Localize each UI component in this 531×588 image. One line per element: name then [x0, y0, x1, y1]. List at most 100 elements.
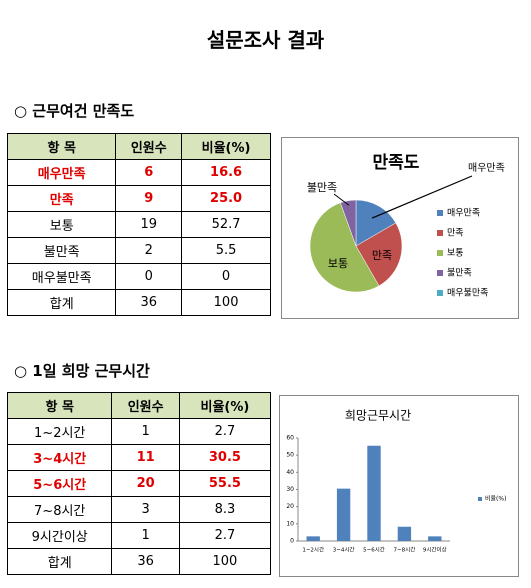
- row: 7~8시간 3 8.3: [6, 496, 272, 523]
- pie-slice: [355, 222, 403, 287]
- x-tick-label: 1~2시간: [302, 546, 324, 554]
- cell: 8.3: [178, 496, 272, 523]
- row: 보통 19 52.7: [6, 211, 271, 238]
- section-heading: ○ 근무여건 만족도: [14, 102, 135, 120]
- cell: 55.5: [178, 470, 272, 497]
- cell: 합계: [6, 289, 117, 316]
- cell: 3: [111, 496, 180, 523]
- table: 항 목 인원수 비율(%) 1~2시간 1 2.7 3~4시간 11 30.5 5~6시간 20 55…: [6, 392, 272, 575]
- x-tick-label: 7~8시간: [394, 546, 416, 554]
- section-heading: ○ 1일 희망 근무시간: [14, 362, 150, 380]
- doc-title: 설문조사 결과: [206, 28, 325, 52]
- pie-slice: [355, 199, 397, 247]
- cell: 30.5: [178, 444, 272, 471]
- cell: 매우불만족: [6, 263, 117, 290]
- header-row: 항 목 인원수 비율(%): [6, 133, 271, 160]
- y-tick-label: 40: [286, 469, 294, 476]
- y-tick-label: 20: [286, 503, 294, 510]
- cell: 2.7: [178, 418, 272, 445]
- cell: 1~2시간: [6, 418, 113, 445]
- cell: 6: [115, 159, 183, 186]
- legend-label: 매우만족: [447, 208, 480, 219]
- pie-slice: [340, 199, 357, 247]
- cell: 36: [115, 289, 183, 316]
- cell: 19: [115, 211, 183, 238]
- bar-chart: 희망근무시간 0 10 20 30 40 50 60 1~2시간 3~4시간 5~6시간 7~8시간 9…: [279, 395, 519, 577]
- cell: 만족: [6, 185, 117, 212]
- leader-line: [333, 193, 350, 206]
- slice-label: 보통: [328, 257, 348, 270]
- bar: [428, 536, 442, 541]
- bar: [397, 526, 412, 541]
- legend-swatch: [437, 270, 443, 276]
- x-tick-label: 3~4시간: [333, 546, 355, 554]
- legend-swatch: [437, 250, 443, 256]
- cell: 0: [181, 263, 271, 290]
- y-tick-label: 0: [290, 538, 294, 545]
- cell: 100: [181, 289, 271, 316]
- cell: 52.7: [181, 211, 271, 238]
- cell: 25.0: [181, 185, 271, 212]
- bar: [336, 488, 351, 541]
- cell: 100: [178, 548, 272, 575]
- row: 불만족 2 5.5: [6, 237, 271, 264]
- header-cell: 항 목: [6, 392, 113, 419]
- legend-swatch: [437, 230, 443, 236]
- legend-label: 매우불만족: [447, 288, 488, 299]
- x-tick-label: 5~6시간: [363, 546, 385, 554]
- header-cell: 인원수: [115, 133, 183, 160]
- legend-label: 보통: [447, 248, 464, 259]
- cell: 보통: [6, 211, 117, 238]
- cell: 7~8시간: [6, 496, 113, 523]
- y-tick-label: 60: [286, 435, 294, 442]
- cell: 1: [111, 522, 180, 549]
- cell: 36: [111, 548, 180, 575]
- header-cell: 인원수: [111, 392, 180, 419]
- row: 3~4시간 11 30.5: [6, 444, 272, 471]
- slice-label: 매우만족: [468, 162, 505, 174]
- cell: 2.7: [178, 522, 272, 549]
- slice-label: 불만족: [307, 181, 337, 194]
- cell: 9시간이상: [6, 522, 113, 549]
- legend-label: 비율(%): [485, 495, 506, 503]
- x-tick-label: 9시간이상: [423, 546, 447, 554]
- row: 1~2시간 1 2.7: [6, 418, 272, 445]
- slice-label: 만족: [372, 249, 392, 262]
- legend-swatch: [478, 497, 482, 501]
- legend-label: 불만족: [447, 268, 472, 279]
- chart-title: 만족도: [373, 153, 420, 173]
- row: 합계 36 100: [6, 548, 272, 575]
- pie-slice: [309, 202, 380, 293]
- legend-label: 만족: [447, 228, 464, 239]
- header-cell: 비율(%): [181, 133, 271, 160]
- header-cell: 항 목: [6, 133, 117, 160]
- legend-swatch: [437, 210, 443, 216]
- row: 매우만족 6 16.6: [6, 159, 271, 186]
- y-tick-label: 30: [286, 486, 294, 493]
- cell: 5~6시간: [6, 470, 113, 497]
- row: 만족 9 25.0: [6, 185, 271, 212]
- cell: 0: [115, 263, 183, 290]
- header-row: 항 목 인원수 비율(%): [6, 392, 272, 419]
- row: 매우불만족 0 0: [6, 263, 271, 290]
- y-tick-label: 10: [286, 520, 294, 527]
- cell: 9: [115, 185, 183, 212]
- bar: [306, 536, 320, 541]
- cell: 5.5: [181, 237, 271, 264]
- cell: 11: [111, 444, 180, 471]
- legend-swatch: [437, 290, 443, 296]
- chart-title: 희망근무시간: [345, 409, 411, 423]
- cell: 16.6: [181, 159, 271, 186]
- y-tick-label: 50: [286, 452, 294, 459]
- cell: 합계: [6, 548, 113, 575]
- row: 합계 36 100: [6, 289, 271, 316]
- cell: 매우만족: [6, 159, 117, 186]
- header-cell: 비율(%): [178, 392, 272, 419]
- cell: 20: [111, 470, 180, 497]
- table: 항 목 인원수 비율(%) 매우만족 6 16.6 만족 9 25.0 보통 19 52.7 불만족 2 5…: [6, 133, 271, 316]
- cell: 1: [111, 418, 180, 445]
- row: 5~6시간 20 55.5: [6, 470, 272, 497]
- leader-line: [371, 175, 473, 219]
